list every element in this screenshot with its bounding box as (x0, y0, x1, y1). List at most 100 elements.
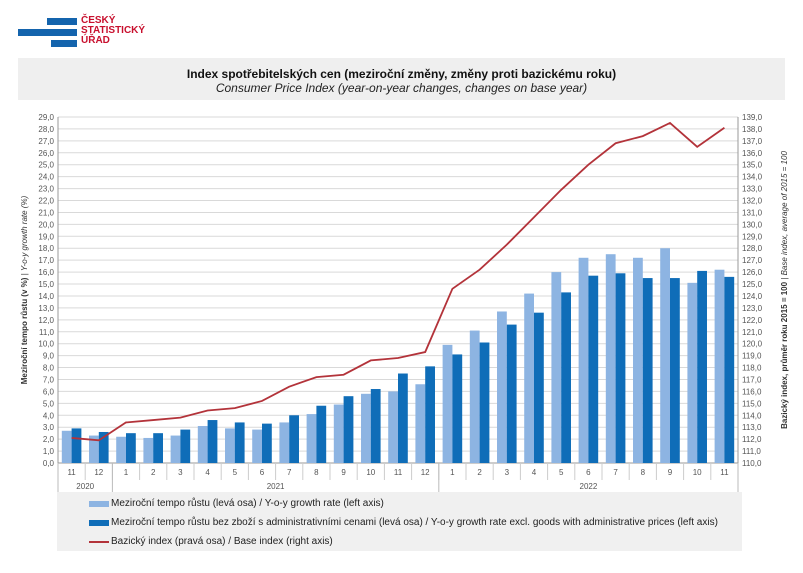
y-tick-label: 2,0 (43, 435, 55, 444)
x-tick-label: 6 (586, 468, 591, 477)
y2-tick-label: 115,0 (742, 399, 762, 408)
bar-yoy (116, 436, 126, 463)
bar-yoy (687, 282, 698, 463)
legend-item-base-index: Bazický index (pravá osa) / Base index (… (89, 536, 333, 547)
bar-yoy-excl (207, 420, 218, 463)
y2-tick-label: 128,0 (742, 244, 763, 253)
bar-yoy-excl (697, 270, 707, 463)
y-tick-label: 20,0 (38, 220, 54, 229)
y2-tick-label: 124,0 (742, 292, 763, 301)
bar-yoy-excl (452, 354, 463, 463)
bar-yoy-excl (561, 292, 571, 463)
year-label: 2022 (580, 482, 598, 491)
bar-yoy-excl (289, 415, 299, 463)
bar-yoy (442, 344, 453, 463)
y-tick-label: 10,0 (38, 340, 54, 349)
y2-tick-label: 123,0 (742, 304, 763, 313)
y-tick-label: 25,0 (38, 161, 54, 170)
x-tick-label: 9 (668, 468, 673, 477)
y2-tick-label: 110,0 (742, 459, 762, 468)
y-axis-label: Meziroční tempo růstu (v %) | Y-o-y grow… (20, 195, 29, 384)
x-tick-label: 3 (178, 468, 183, 477)
x-tick-label: 4 (532, 468, 537, 477)
chart-title: Index spotřebitelských cen (meziroční zm… (186, 67, 617, 81)
bar-yoy-excl (642, 278, 653, 463)
y-tick-label: 14,0 (38, 292, 54, 301)
bar-yoy-excl (670, 278, 680, 463)
x-tick-label: 1 (450, 468, 455, 477)
bar-yoy-excl (534, 312, 544, 463)
y-tick-label: 12,0 (38, 316, 54, 325)
year-label: 2020 (76, 482, 94, 491)
bar-yoy-excl (615, 273, 626, 463)
y2-tick-label: 116,0 (742, 387, 762, 396)
bar-yoy (714, 269, 725, 463)
bar-yoy-excl (724, 276, 735, 463)
y2-tick-label: 118,0 (742, 364, 762, 373)
bar-yoy (469, 330, 480, 463)
legend-item-yoy: Meziroční tempo růstu (levá osa) / Y-o-y… (89, 498, 384, 509)
y-tick-label: 13,0 (38, 304, 54, 313)
y2-tick-label: 127,0 (742, 256, 763, 265)
bar-yoy-excl (425, 366, 435, 463)
bar-yoy (660, 248, 670, 463)
bar-yoy (143, 437, 154, 463)
x-tick-label: 1 (124, 468, 129, 477)
bar-yoy (306, 414, 317, 463)
x-tick-label: 5 (559, 468, 564, 477)
y2-tick-label: 132,0 (742, 197, 763, 206)
bar-yoy-excl (506, 324, 517, 463)
bar-yoy (633, 257, 643, 463)
x-tick-label: 3 (505, 468, 510, 477)
y2-tick-label: 129,0 (742, 232, 763, 241)
x-tick-label: 9 (341, 468, 346, 477)
y-tick-label: 5,0 (43, 399, 55, 408)
x-tick-label: 2 (151, 468, 156, 477)
bar-yoy (415, 384, 426, 463)
x-tick-label: 12 (421, 468, 430, 477)
y-tick-label: 23,0 (38, 185, 54, 194)
bar-yoy-excl (588, 275, 599, 463)
y-tick-label: 9,0 (43, 352, 55, 361)
bar-yoy-excl (343, 396, 354, 463)
y2-tick-label: 134,0 (742, 173, 763, 182)
x-tick-label: 7 (287, 468, 292, 477)
bar-yoy-excl (398, 373, 408, 463)
chart-subtitle: Consumer Price Index (year-on-year chang… (215, 81, 588, 95)
x-tick-label: 5 (233, 468, 238, 477)
y2-tick-label: 121,0 (742, 328, 763, 337)
bar-yoy (170, 435, 181, 463)
bar-yoy-excl (71, 428, 82, 463)
x-tick-label: 6 (260, 468, 265, 477)
bar-yoy (497, 311, 507, 463)
y-tick-label: 0,0 (43, 459, 55, 468)
x-tick-label: 12 (94, 468, 103, 477)
bar-yoy-excl (98, 431, 109, 463)
y-tick-label: 27,0 (38, 137, 54, 146)
y2-tick-label: 112,0 (742, 435, 762, 444)
y2-axis-label: Bazický index, průměr roku 2015 = 100 | … (780, 151, 789, 429)
y2-tick-label: 133,0 (742, 185, 763, 194)
year-label: 2021 (267, 482, 285, 491)
y-tick-label: 15,0 (38, 280, 54, 289)
bar-yoy-excl (234, 422, 245, 463)
y2-tick-label: 137,0 (742, 137, 763, 146)
y-tick-label: 19,0 (38, 232, 54, 241)
bar-yoy-excl (126, 433, 136, 463)
x-tick-label: 11 (67, 468, 76, 477)
y-tick-label: 18,0 (38, 244, 54, 253)
y2-tick-label: 111,0 (742, 447, 761, 456)
bar-yoy (524, 293, 534, 463)
bar-yoy (225, 428, 235, 463)
y-tick-label: 28,0 (38, 125, 54, 134)
y2-tick-label: 126,0 (742, 268, 763, 277)
y-tick-label: 22,0 (38, 197, 54, 206)
bar-yoy (605, 254, 616, 463)
y2-tick-label: 136,0 (742, 149, 763, 158)
line-base-index (71, 121, 725, 442)
y-tick-label: 8,0 (43, 364, 55, 373)
bar-yoy (333, 404, 344, 463)
x-tick-label: 11 (720, 468, 729, 477)
y-tick-label: 4,0 (43, 411, 55, 420)
